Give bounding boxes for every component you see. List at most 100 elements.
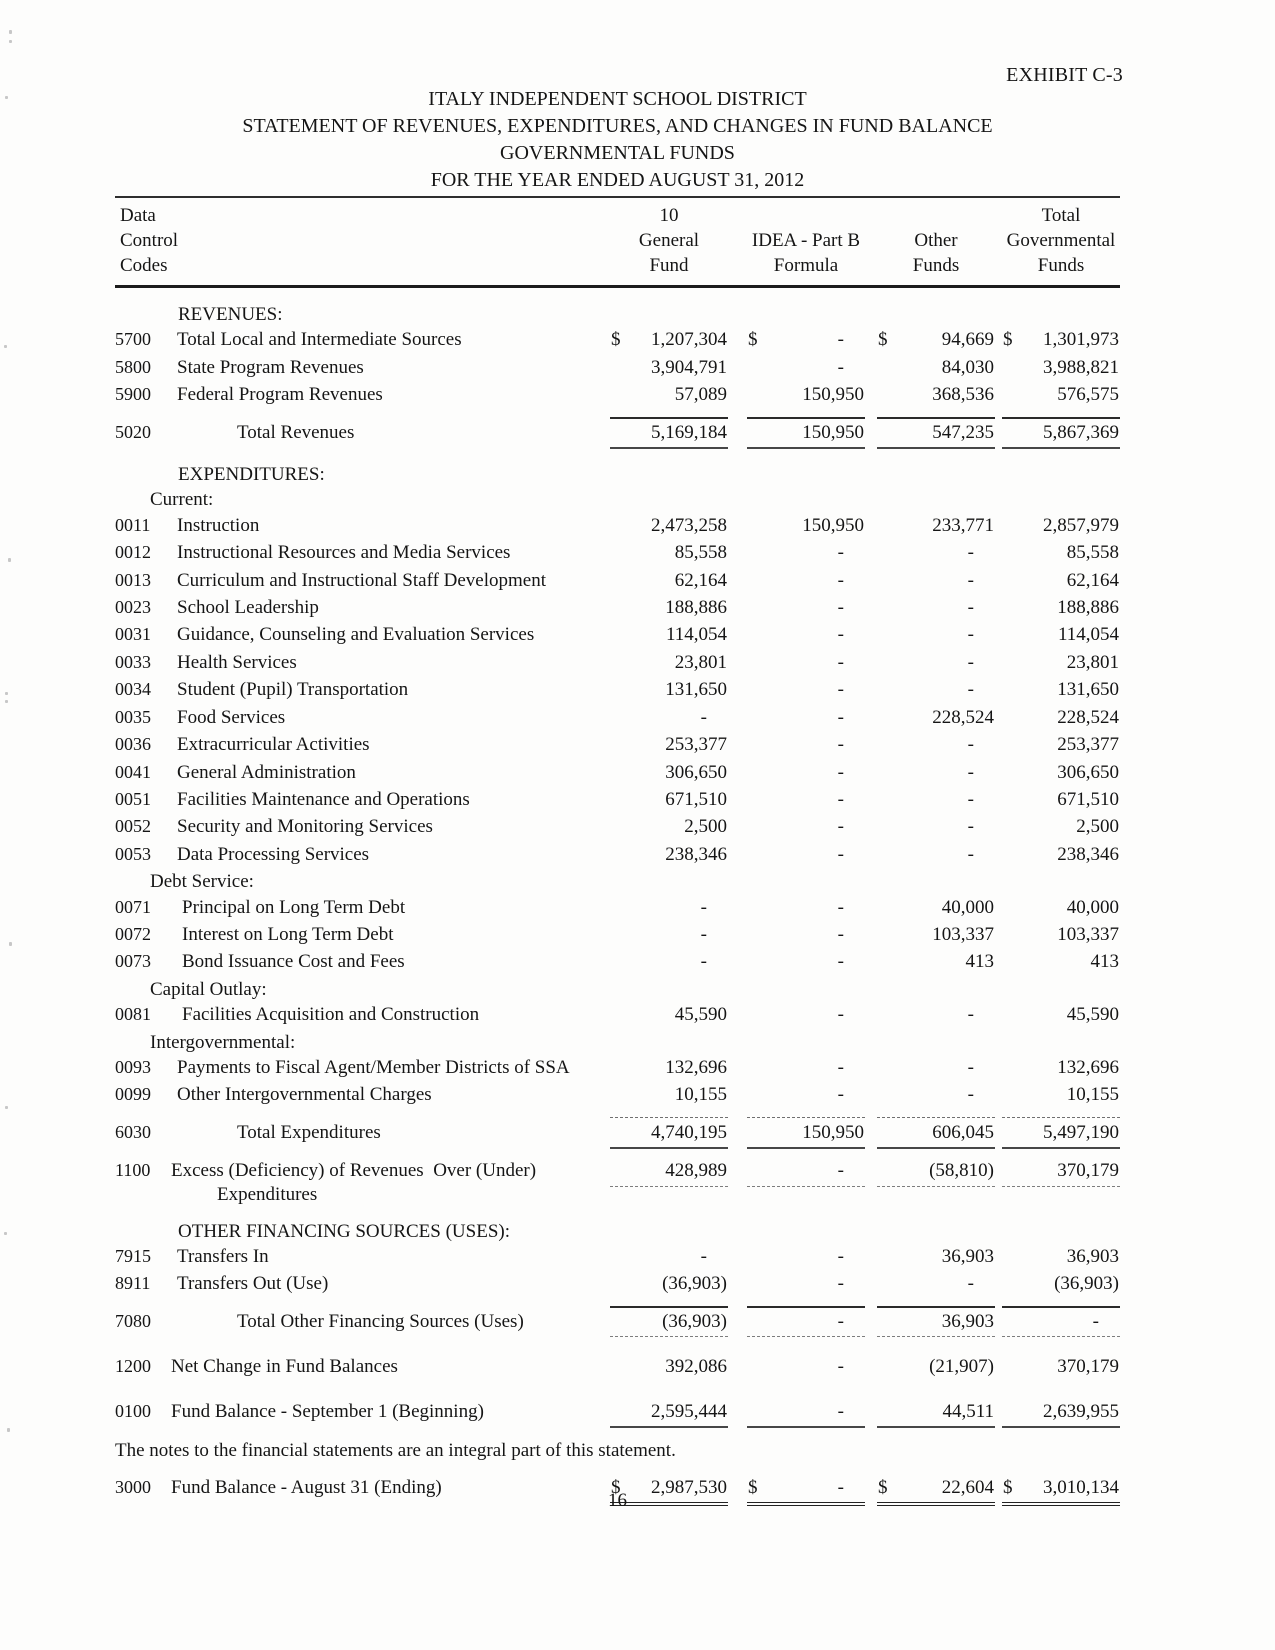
section-heading-row: Debt Service: <box>115 870 1120 894</box>
district-name: ITALY INDEPENDENT SCHOOL DISTRICT <box>428 88 807 110</box>
amount-text: - <box>837 761 844 783</box>
data-control-code: 6030 <box>115 1121 151 1142</box>
data-control-code: 0033 <box>115 651 151 672</box>
amount-cell: - <box>728 815 865 841</box>
amount-value: $3,010,134 <box>1002 1476 1120 1507</box>
amount-cell: 36,903 <box>995 1245 1120 1271</box>
data-control-code: 0100 <box>115 1400 151 1421</box>
amount-cell: - <box>865 1272 995 1298</box>
section-heading-row: Current: <box>115 488 1120 512</box>
row-label-line: State Program Revenues <box>177 356 364 378</box>
amount-cell: - <box>728 788 865 814</box>
amount-cell: - <box>728 1083 865 1109</box>
amount-text: - <box>967 1004 974 1026</box>
amount-text: 22,604 <box>941 1477 994 1499</box>
amount-cell: 23,801 <box>588 651 728 677</box>
amount-value: 3,904,791 <box>610 356 728 382</box>
row-label: Bond Issuance Cost and Fees <box>177 950 588 974</box>
amount-value: 2,473,258 <box>610 514 728 540</box>
amount-cell: 36,903 <box>865 1245 995 1271</box>
amount-text: - <box>967 651 974 673</box>
statement-title: STATEMENT OF REVENUES, EXPENDITURES, AND… <box>242 115 993 137</box>
amount-value: 606,045 <box>877 1116 995 1150</box>
scan-artifact <box>4 1232 7 1235</box>
amount-cell: 150,950 <box>728 416 865 450</box>
amount-value: 132,696 <box>610 1056 728 1082</box>
table-row: 0081 Facilities Acquisition and Construct… <box>115 1002 1120 1029</box>
amount-value: - <box>747 541 865 567</box>
amount-text: - <box>967 788 974 810</box>
amount-value: 368,536 <box>877 383 995 409</box>
data-control-code: 0011 <box>115 514 151 535</box>
amount-value: 62,164 <box>1002 569 1120 595</box>
amount-value: - <box>747 843 865 869</box>
dollar-sign: $ <box>878 1477 888 1499</box>
header-column-line: General <box>638 230 700 251</box>
amount-text: - <box>700 706 707 728</box>
amount-text: - <box>967 1084 974 1106</box>
amount-value: $1,301,973 <box>1002 328 1120 354</box>
amount-text: - <box>837 679 844 701</box>
table-row: 0036 Extracurricular Activities 253,377 - - 2… <box>115 732 1120 759</box>
amount-value: $22,604 <box>877 1476 995 1507</box>
amount-cell: (21,907) <box>865 1355 995 1381</box>
header-column-line: Governmental <box>1006 230 1116 251</box>
amount-value: 36,903 <box>877 1305 995 1338</box>
amount-cell: - <box>865 843 995 869</box>
header-column-line: Other <box>914 230 958 251</box>
data-control-code: 5800 <box>115 356 151 377</box>
table-row: 0033 Health Services 23,801 - - 23,801 <box>115 650 1120 677</box>
row-label: Security and Monitoring Services <box>177 815 588 839</box>
data-control-code: 3000 <box>115 1477 151 1498</box>
section-heading-row: EXPENDITURES: <box>115 463 1120 487</box>
data-control-code: 7080 <box>115 1310 151 1331</box>
amount-value: 150,950 <box>747 514 865 540</box>
amount-value: - <box>877 761 995 787</box>
amount-cell: 36,903 <box>865 1305 995 1338</box>
amount-text: 2,595,444 <box>651 1400 727 1422</box>
row-label-line: Instruction <box>177 514 260 536</box>
table-row: 0035 Food Services - - 228,524 228,524 <box>115 705 1120 732</box>
amount-cell: 5,867,369 <box>995 416 1120 450</box>
data-control-code: 1200 <box>115 1356 151 1377</box>
amount-text: 114,054 <box>1057 624 1119 646</box>
amount-cell: 85,558 <box>588 541 728 567</box>
amount-cell: 103,337 <box>995 923 1120 949</box>
amount-cell: 5,497,190 <box>995 1116 1120 1150</box>
amount-cell: 150,950 <box>728 514 865 540</box>
amount-text: - <box>967 816 974 838</box>
amount-value: 306,650 <box>1002 761 1120 787</box>
amount-value: 671,510 <box>610 788 728 814</box>
amount-cell: - <box>865 569 995 595</box>
amount-value: 40,000 <box>1002 896 1120 922</box>
amount-value: 36,903 <box>877 1245 995 1271</box>
amount-cell: 45,590 <box>995 1003 1120 1029</box>
amount-cell: - <box>728 1400 865 1429</box>
amount-cell: 413 <box>995 950 1120 976</box>
amount-cell: - <box>865 788 995 814</box>
amount-value: - <box>747 1355 865 1381</box>
header-column-lines: IDEA - Part B Formula <box>747 203 865 278</box>
amount-cell: 238,346 <box>995 843 1120 869</box>
amount-value: 103,337 <box>877 923 995 949</box>
amount-cell: 23,801 <box>995 651 1120 677</box>
data-control-code: 0041 <box>115 761 151 782</box>
row-label-line: Payments to Fiscal Agent/Member District… <box>177 1056 570 1078</box>
scan-artifact <box>5 700 8 703</box>
amount-cell: 2,595,444 <box>588 1400 728 1429</box>
table-row: 0012 Instructional Resources and Media Se… <box>115 540 1120 567</box>
row-label: Interest on Long Term Debt <box>177 923 588 947</box>
amount-value: 85,558 <box>610 541 728 567</box>
amount-cell: 233,771 <box>865 514 995 540</box>
amount-value: 188,886 <box>1002 596 1120 622</box>
header-column: IDEA - Part B Formula <box>728 203 865 278</box>
amount-text: 36,903 <box>941 1246 994 1267</box>
amount-value: 40,000 <box>877 896 995 922</box>
amount-cell: 40,000 <box>865 896 995 922</box>
amount-value: 103,337 <box>1002 923 1120 949</box>
amount-value: 150,950 <box>747 383 865 409</box>
amount-text: 306,650 <box>665 761 727 783</box>
data-control-code: 0073 <box>115 951 151 972</box>
amount-text: 2,473,258 <box>651 514 727 536</box>
header-column-line: 10 <box>659 205 679 226</box>
